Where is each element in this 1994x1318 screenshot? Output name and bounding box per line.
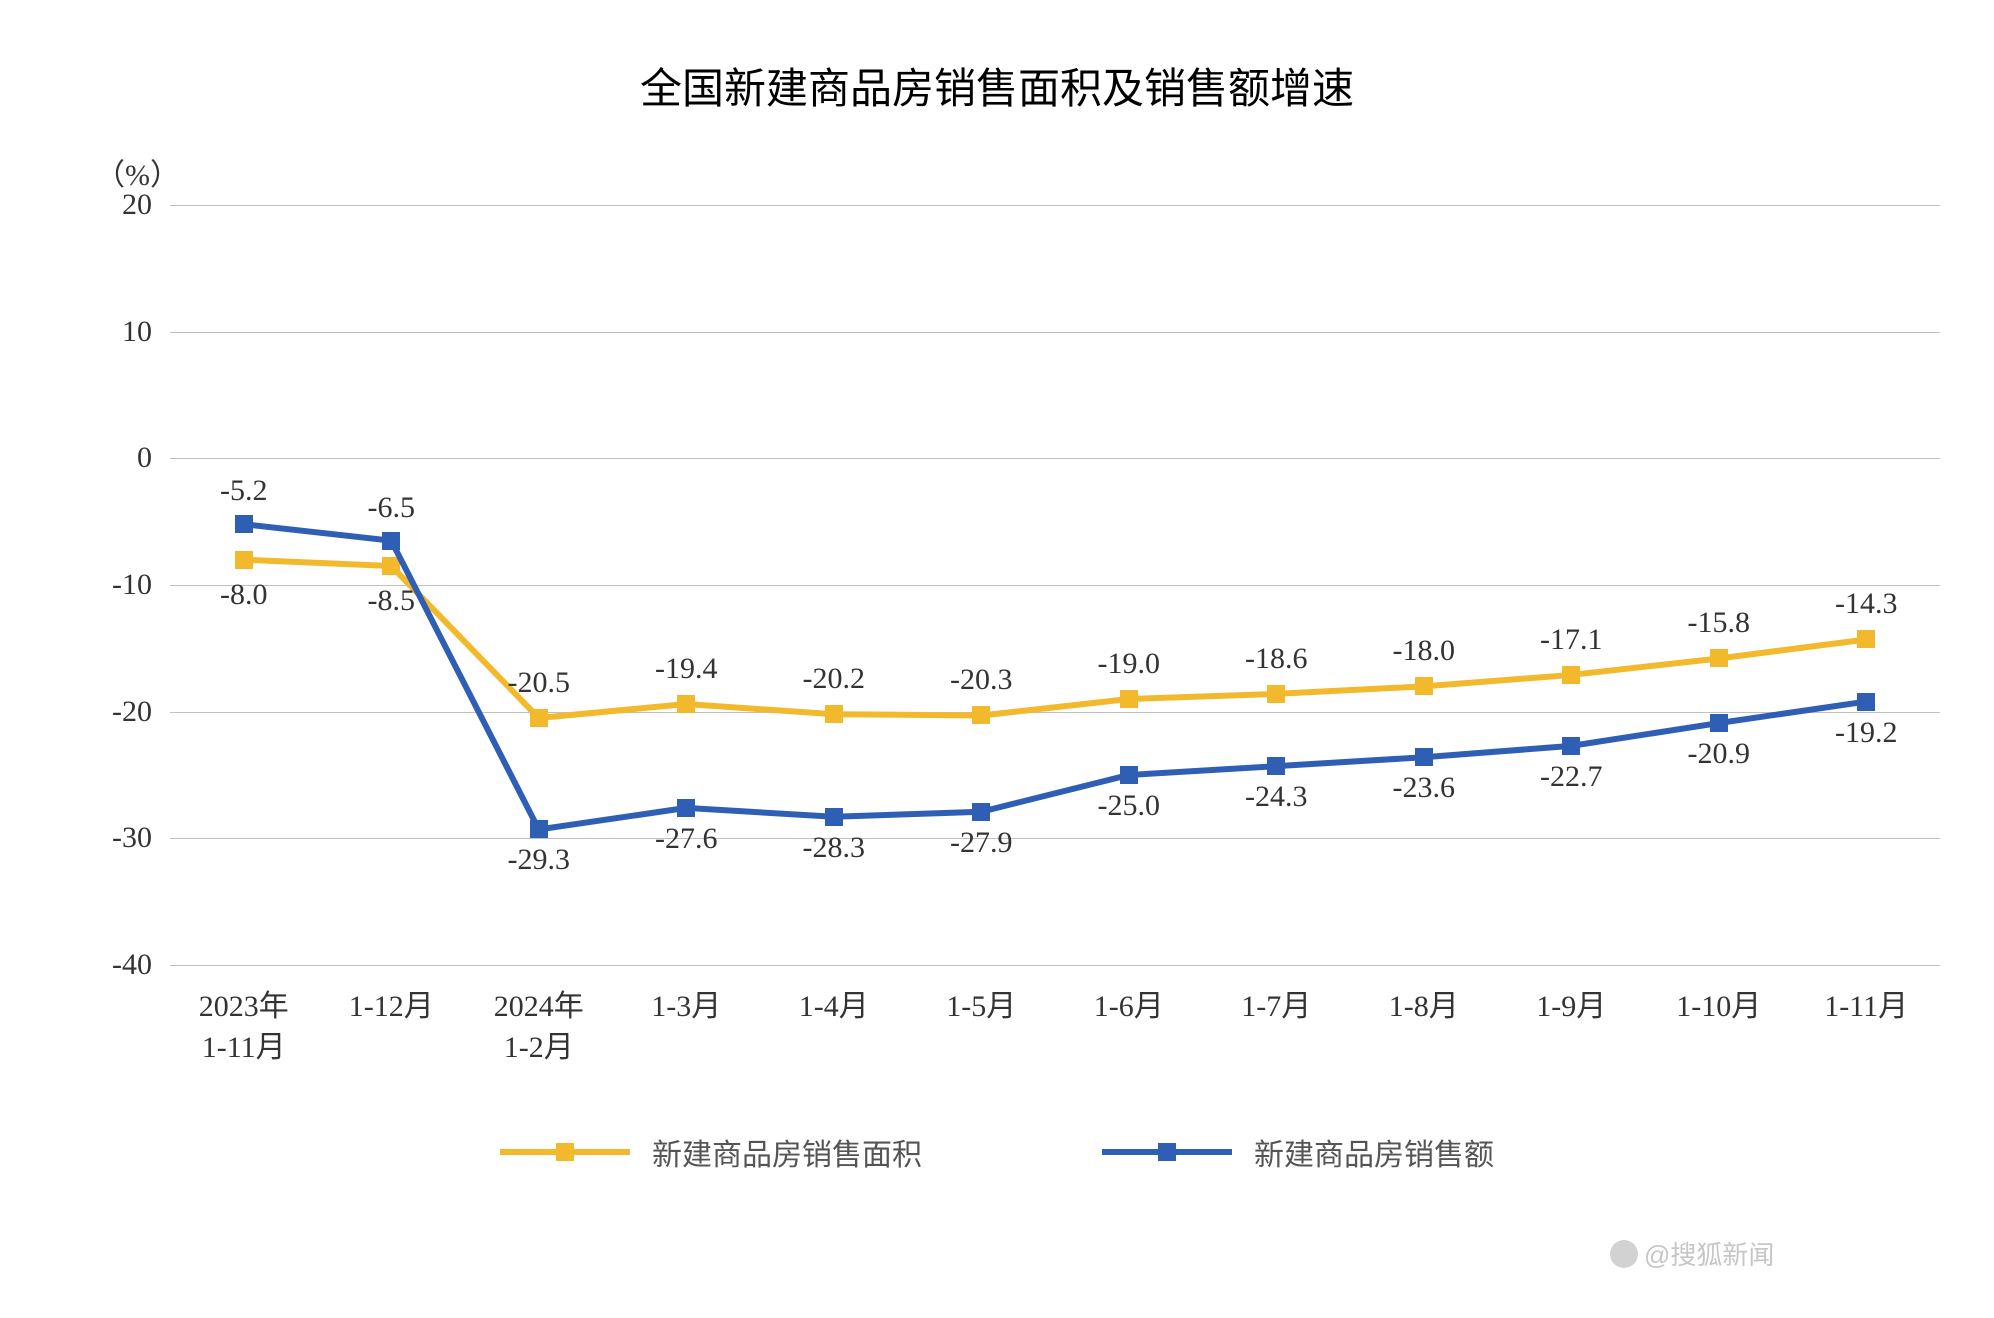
data-label: -18.0: [1393, 634, 1456, 668]
x-tick-label: 1-11月: [1824, 987, 1908, 1028]
data-label: -20.5: [508, 666, 571, 700]
data-marker: [825, 808, 843, 826]
legend-item: 新建商品房销售额: [1102, 1130, 1494, 1174]
data-marker: [677, 695, 695, 713]
chart-title: 全国新建商品房销售面积及销售额增速: [0, 55, 1994, 116]
data-label: -27.9: [950, 826, 1013, 860]
x-tick-label: 1-3月: [651, 987, 721, 1028]
watermark-icon: [1610, 1240, 1638, 1268]
chart-container: 全国新建商品房销售面积及销售额增速 （%） 20100-10-20-30-402…: [0, 0, 1994, 1318]
data-marker: [382, 557, 400, 575]
x-tick-label: 1-5月: [946, 987, 1016, 1028]
gridline: [170, 838, 1940, 839]
legend-label: 新建商品房销售额: [1254, 1130, 1494, 1174]
data-label: -19.2: [1835, 716, 1898, 750]
x-tick-label: 2023年1-11月: [199, 987, 289, 1068]
data-label: -23.6: [1393, 771, 1456, 805]
data-label: -19.4: [655, 652, 718, 686]
data-marker: [1415, 677, 1433, 695]
data-marker: [382, 532, 400, 550]
data-label: -24.3: [1245, 780, 1308, 814]
y-tick-label: 20: [122, 188, 152, 222]
data-marker: [1120, 690, 1138, 708]
data-label: -25.0: [1098, 789, 1161, 823]
data-marker: [235, 551, 253, 569]
data-label: -20.3: [950, 663, 1013, 697]
data-label: -20.2: [803, 662, 866, 696]
x-tick-label: 1-9月: [1536, 987, 1606, 1028]
watermark: @搜狐新闻: [1610, 1235, 1774, 1272]
data-label: -28.3: [803, 831, 866, 865]
data-marker: [235, 515, 253, 533]
plot-area: 20100-10-20-30-402023年1-11月1-12月2024年1-2…: [170, 205, 1940, 965]
legend-item: 新建商品房销售面积: [500, 1130, 922, 1174]
data-marker: [1857, 693, 1875, 711]
x-tick-label: 1-4月: [799, 987, 869, 1028]
data-label: -5.2: [220, 474, 268, 508]
data-label: -19.0: [1098, 647, 1161, 681]
gridline: [170, 965, 1940, 966]
x-tick-label: 1-6月: [1094, 987, 1164, 1028]
data-label: -14.3: [1835, 587, 1898, 621]
data-marker: [1710, 649, 1728, 667]
data-label: -6.5: [368, 491, 416, 525]
data-label: -22.7: [1540, 760, 1603, 794]
data-marker: [530, 709, 548, 727]
data-marker: [972, 706, 990, 724]
x-tick-label: 1-8月: [1389, 987, 1459, 1028]
data-marker: [1710, 714, 1728, 732]
data-label: -29.3: [508, 843, 571, 877]
y-tick-label: -40: [112, 948, 152, 982]
data-marker: [1562, 666, 1580, 684]
x-tick-label: 2024年1-2月: [494, 987, 584, 1068]
data-label: -18.6: [1245, 642, 1308, 676]
data-marker: [530, 820, 548, 838]
y-tick-label: -10: [112, 568, 152, 602]
y-tick-label: 0: [137, 441, 152, 475]
data-marker: [677, 799, 695, 817]
watermark-text: @搜狐新闻: [1644, 1235, 1774, 1272]
data-label: -20.9: [1688, 737, 1751, 771]
data-marker: [1562, 737, 1580, 755]
legend-swatch: [500, 1149, 630, 1155]
y-tick-label: -20: [112, 695, 152, 729]
data-marker: [972, 803, 990, 821]
data-marker: [1857, 630, 1875, 648]
data-label: -17.1: [1540, 623, 1603, 657]
gridline: [170, 458, 1940, 459]
gridline: [170, 205, 1940, 206]
data-marker: [1120, 766, 1138, 784]
data-label: -15.8: [1688, 606, 1751, 640]
data-marker: [1267, 685, 1285, 703]
x-tick-label: 1-7月: [1241, 987, 1311, 1028]
legend-swatch: [1102, 1149, 1232, 1155]
legend-label: 新建商品房销售面积: [652, 1130, 922, 1174]
gridline: [170, 332, 1940, 333]
data-label: -8.0: [220, 578, 268, 612]
y-tick-label: -30: [112, 821, 152, 855]
data-marker: [825, 705, 843, 723]
x-tick-label: 1-12月: [349, 987, 434, 1028]
data-marker: [1267, 757, 1285, 775]
data-marker: [1415, 748, 1433, 766]
gridline: [170, 585, 1940, 586]
legend: 新建商品房销售面积 新建商品房销售额: [0, 1130, 1994, 1174]
y-tick-label: 10: [122, 315, 152, 349]
data-label: -8.5: [368, 584, 416, 618]
x-tick-label: 1-10月: [1676, 987, 1761, 1028]
gridline: [170, 712, 1940, 713]
data-label: -27.6: [655, 822, 718, 856]
